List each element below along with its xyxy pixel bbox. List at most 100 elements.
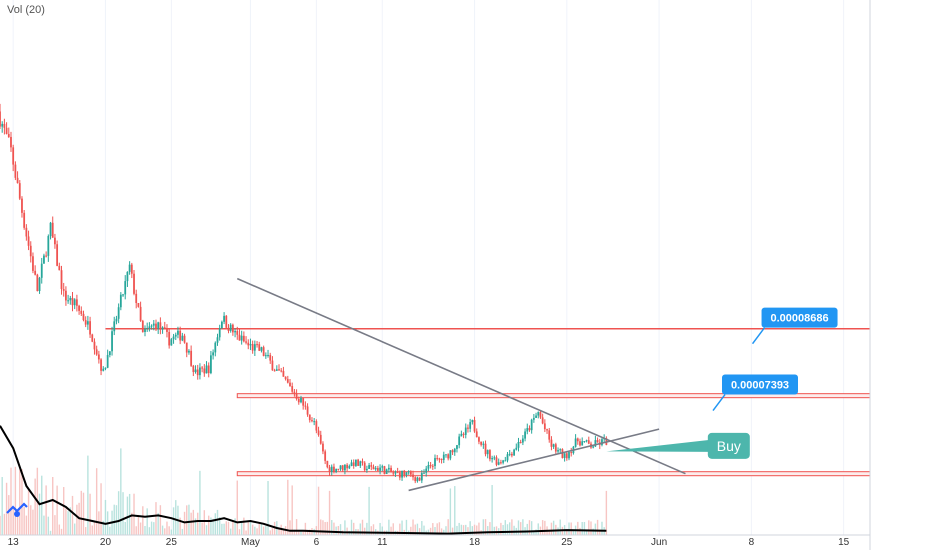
trendlines[interactable] (236, 277, 686, 492)
candle-body-187 (409, 471, 412, 475)
candle-body-77 (168, 331, 171, 346)
candle-body-225 (493, 457, 496, 459)
volume-bar-90 (197, 512, 199, 535)
candle-body-54 (117, 307, 120, 319)
candle-body-191 (418, 477, 421, 481)
candle-body-213 (467, 427, 469, 429)
candle-body-52 (113, 321, 116, 332)
volume-bar-146 (320, 519, 322, 535)
volume-bar-252 (552, 520, 555, 535)
volume-bar-270 (592, 528, 594, 535)
candle-body-147 (322, 443, 324, 452)
candle-body-167 (365, 468, 368, 471)
volume-bar-97 (212, 518, 214, 535)
volume-bar-244 (535, 529, 537, 535)
volume-bar-221 (484, 519, 487, 535)
candle-body-24 (51, 222, 54, 238)
volume-bar-47 (102, 520, 104, 535)
volume-bar-39 (84, 527, 87, 535)
volume-bar-269 (590, 521, 592, 535)
candle-body-267 (585, 440, 588, 442)
candle-body-163 (357, 459, 360, 466)
candle-body-28 (60, 270, 63, 290)
volume-bar-238 (522, 519, 524, 535)
volume-bar-54 (117, 491, 120, 535)
volume-bar-67 (146, 508, 148, 535)
volume-bar-154 (337, 525, 340, 535)
volume-bar-1 (1, 477, 3, 535)
volume-bar-37 (80, 490, 82, 535)
candle-body-271 (594, 440, 597, 447)
candle-body-70 (152, 323, 155, 326)
candle-body-175 (383, 466, 386, 474)
volume-bar-150 (328, 490, 331, 535)
candle-body-211 (462, 433, 465, 435)
volume-bar-217 (476, 525, 478, 535)
candle-body-43 (93, 341, 96, 350)
candle-body-108 (236, 331, 239, 335)
volume-bar-251 (550, 522, 553, 535)
candle-body-250 (548, 430, 551, 440)
volume-bar-168 (368, 486, 370, 535)
volume-bar-191 (418, 528, 421, 535)
candle-body-238 (521, 438, 524, 443)
volume-bar-226 (495, 526, 498, 535)
candle-body-140 (306, 406, 309, 415)
candle-body-51 (111, 331, 113, 352)
volume-bar-68 (148, 527, 151, 535)
volume-bar-21 (45, 485, 47, 535)
x-tick-label-3: May (241, 537, 260, 548)
volume-bar-165 (361, 519, 364, 535)
candle-body-115 (251, 344, 254, 351)
volume-bar-52 (113, 504, 115, 535)
volume-bar-167 (366, 522, 368, 535)
candle-body-3 (5, 127, 8, 134)
candle-body-148 (324, 451, 327, 461)
candle-body-228 (500, 462, 502, 464)
volume-bar-216 (473, 524, 476, 535)
volume-bar-55 (120, 448, 122, 535)
x-tick-label-10: 15 (838, 537, 850, 548)
volume-bar-82 (179, 517, 181, 535)
volume-indicator-label[interactable]: Vol (20) (7, 4, 45, 16)
volume-bar-41 (89, 493, 91, 535)
volume-bar-132 (289, 520, 291, 535)
volume-bar-179 (392, 523, 394, 535)
candle-body-270 (592, 446, 595, 448)
volume-bar-192 (421, 520, 423, 535)
candle-body-103 (225, 315, 228, 328)
candle-body-2 (3, 123, 6, 128)
candle-body-141 (308, 414, 311, 421)
volume-bar-215 (471, 526, 474, 535)
volume-bar-28 (60, 528, 63, 535)
candle-body-131 (286, 379, 289, 383)
callouts[interactable]: 0.00008686 0.00007393 (712, 307, 838, 411)
x-tick-label-8: Jun (651, 537, 667, 548)
candle-body-182 (398, 472, 401, 478)
volume-bar-109 (238, 529, 241, 535)
volume-bar-173 (379, 522, 381, 535)
candle-body-90 (196, 369, 199, 376)
volume-bar-228 (500, 522, 502, 535)
candle-body-188 (412, 474, 414, 478)
volume-bar-141 (309, 529, 311, 535)
candle-body-184 (403, 470, 406, 476)
volume-bar-80 (175, 500, 177, 535)
candle-body-196 (429, 465, 432, 467)
candle-body-172 (376, 468, 379, 471)
volume-bar-18 (38, 493, 41, 535)
candle-body-144 (315, 421, 318, 431)
candle-body-47 (102, 368, 105, 371)
volume-bar-188 (412, 519, 414, 535)
price-levels[interactable] (0, 0, 871, 477)
volume-bar-187 (410, 526, 412, 535)
volume-bar-237 (519, 522, 522, 535)
buy-signal[interactable]: Buy (606, 432, 750, 459)
volume-bar-264 (579, 527, 581, 535)
candle-body-134 (293, 391, 296, 394)
volume-bar-114 (249, 520, 252, 535)
candle-body-79 (172, 336, 175, 340)
volume-bar-101 (221, 523, 223, 535)
